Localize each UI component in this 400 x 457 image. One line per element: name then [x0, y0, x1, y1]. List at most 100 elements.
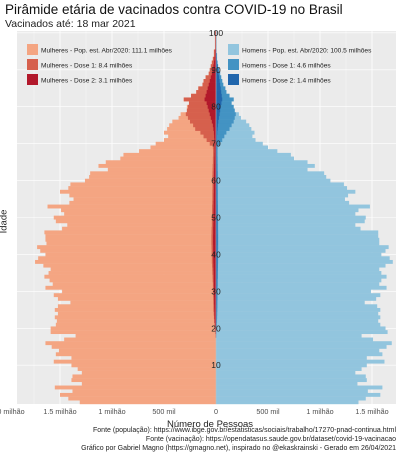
bar-women-dose2 [214, 56, 216, 61]
bar-women-pop [48, 271, 217, 275]
bar-women-pop [54, 385, 216, 390]
bar-women-dose1 [195, 127, 216, 131]
bar-women-dose1 [183, 97, 216, 102]
bar-men-dose2 [216, 215, 218, 220]
bar-men-pop [216, 200, 350, 205]
bar-men-dose2 [216, 156, 217, 161]
bar-men-dose2 [216, 134, 218, 139]
x-tick-label: 1.5 milhão [355, 407, 388, 416]
bar-women-pop [60, 189, 216, 194]
bar-men-dose2 [216, 182, 218, 187]
bar-men-dose2 [216, 319, 217, 323]
bar-women-dose1 [191, 93, 216, 98]
bar-men-pop [216, 241, 380, 246]
x-tick-label: 1 milhão [306, 407, 333, 416]
bar-men-dose1 [216, 101, 232, 106]
bar-women-pop [90, 171, 216, 176]
age-label: 70 [211, 139, 221, 149]
bar-women-pop [45, 234, 216, 239]
bar-women-dose2 [210, 115, 216, 120]
x-tick-label: 500 mil [152, 407, 176, 416]
bar-men-pop [216, 263, 386, 268]
bar-women-pop [67, 223, 216, 227]
bar-women-dose2 [213, 274, 216, 279]
bar-men-dose1 [216, 123, 232, 128]
age-label: 50 [211, 213, 221, 223]
bar-women-dose1 [187, 115, 216, 120]
bar-women-dose2 [213, 245, 216, 250]
bar-women-dose2 [207, 86, 216, 91]
bar-women-dose2 [213, 197, 216, 202]
bar-women-dose2 [213, 189, 216, 194]
bar-men-dose2 [216, 307, 217, 312]
bar-women-pop [54, 307, 216, 312]
bar-women-dose1 [213, 49, 216, 54]
bar-women-dose2 [213, 230, 216, 235]
bar-men-pop [216, 389, 368, 394]
age-label: 90 [211, 65, 221, 75]
bar-men-dose2 [216, 300, 217, 305]
bar-men-dose2 [216, 97, 223, 102]
bar-men-pop [216, 130, 255, 135]
bar-men-dose2 [216, 226, 218, 231]
bar-men-pop [216, 193, 349, 198]
bar-men-dose2 [216, 189, 218, 194]
bar-men-pop [216, 333, 362, 338]
bar-women-dose1 [185, 112, 216, 117]
bar-men-dose1 [216, 127, 230, 131]
bar-women-dose1 [213, 53, 216, 58]
bar-women-pop [150, 145, 216, 150]
x-tick-label: 1 milhão [98, 407, 125, 416]
age-label: 30 [211, 286, 221, 296]
bar-women-dose2 [213, 171, 216, 176]
bar-men-dose2 [216, 115, 219, 120]
bar-men-dose1 [216, 134, 225, 139]
bar-women-pop [98, 163, 216, 168]
bar-men-pop [216, 219, 365, 224]
bar-women-dose2 [213, 285, 216, 290]
legend-swatch [228, 59, 239, 70]
bar-women-pop [55, 219, 217, 224]
bar-women-dose2 [213, 256, 216, 261]
bar-men-pop [216, 186, 348, 191]
source-population: Fonte (população): https://www.ibge.gov.… [93, 427, 396, 434]
bar-men-dose1 [216, 108, 235, 113]
bar-men-dose2 [216, 82, 221, 87]
bar-men-dose2 [216, 245, 218, 250]
bar-women-pop [57, 296, 216, 301]
bar-women-pop [44, 274, 217, 279]
bar-men-pop [216, 248, 386, 253]
bar-women-dose2 [210, 75, 216, 80]
bar-men-dose2 [216, 293, 217, 298]
bar-women-pop [47, 204, 216, 209]
bar-women-pop [38, 256, 216, 261]
bar-women-dose2 [209, 79, 216, 83]
bar-women-dose2 [213, 178, 216, 183]
bar-women-pop [168, 134, 216, 139]
bar-women-dose2 [209, 112, 216, 117]
bar-women-pop [45, 237, 216, 242]
bar-men-pop [216, 337, 374, 342]
bar-men-pop [216, 271, 382, 275]
bar-men-dose2 [216, 208, 218, 213]
legend-swatch [228, 74, 239, 85]
bar-women-dose2 [207, 104, 216, 109]
bar-women-pop [167, 127, 216, 131]
bar-men-dose2 [216, 278, 218, 283]
bar-men-pop [216, 230, 379, 235]
bar-women-dose2 [214, 53, 216, 58]
age-label: 60 [211, 176, 221, 186]
bar-women-dose2 [213, 271, 216, 275]
bar-women-dose2 [214, 160, 216, 165]
bar-men-pop [216, 370, 356, 375]
bar-men-dose2 [216, 145, 217, 150]
bar-men-dose1 [216, 115, 235, 120]
bar-women-pop [75, 333, 216, 338]
bar-women-pop [52, 282, 216, 287]
bar-women-dose2 [214, 322, 216, 327]
bar-men-pop [216, 367, 362, 371]
bar-women-pop [72, 389, 216, 394]
bar-women-dose2 [212, 67, 216, 72]
bar-men-dose2 [216, 175, 218, 179]
bar-men-dose2 [216, 248, 218, 253]
